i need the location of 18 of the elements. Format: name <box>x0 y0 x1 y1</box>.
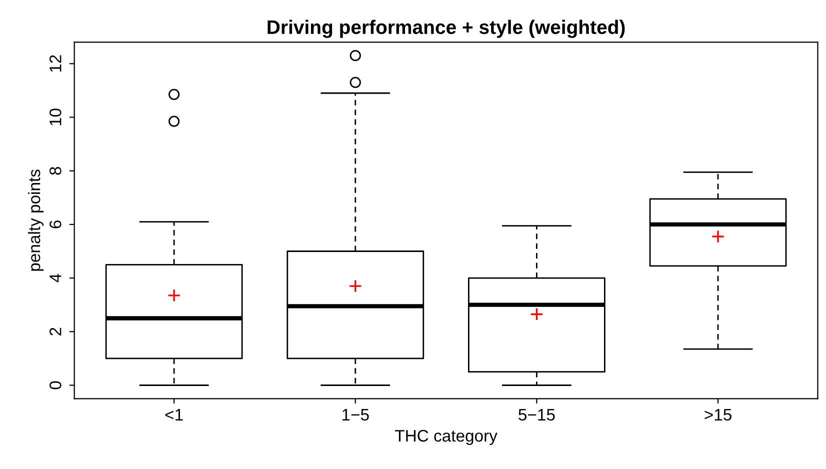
y-tick-label: 0 <box>50 381 62 390</box>
x-axis-title: THC category <box>395 430 498 445</box>
y-axis-title: penalty points <box>28 170 44 271</box>
chart-title: Driving performance + style (weighted) <box>268 20 625 38</box>
x-tick-label: <1 <box>165 408 183 420</box>
point <box>348 279 362 293</box>
point <box>711 230 725 244</box>
point <box>530 308 544 321</box>
x-tick-label: >15 <box>704 408 732 421</box>
y-tick-label: 2 <box>50 328 62 336</box>
y-tick-label: 4 <box>50 274 62 282</box>
x-tick-label: 1−5 <box>342 408 369 421</box>
point <box>167 288 181 302</box>
x-tick-label: 5−15 <box>518 408 555 421</box>
y-tick-label: 8 <box>50 166 62 175</box>
y-tick-label: 12 <box>50 55 62 72</box>
y-tick-label: 6 <box>50 220 62 228</box>
y-tick-label: 10 <box>50 108 62 126</box>
